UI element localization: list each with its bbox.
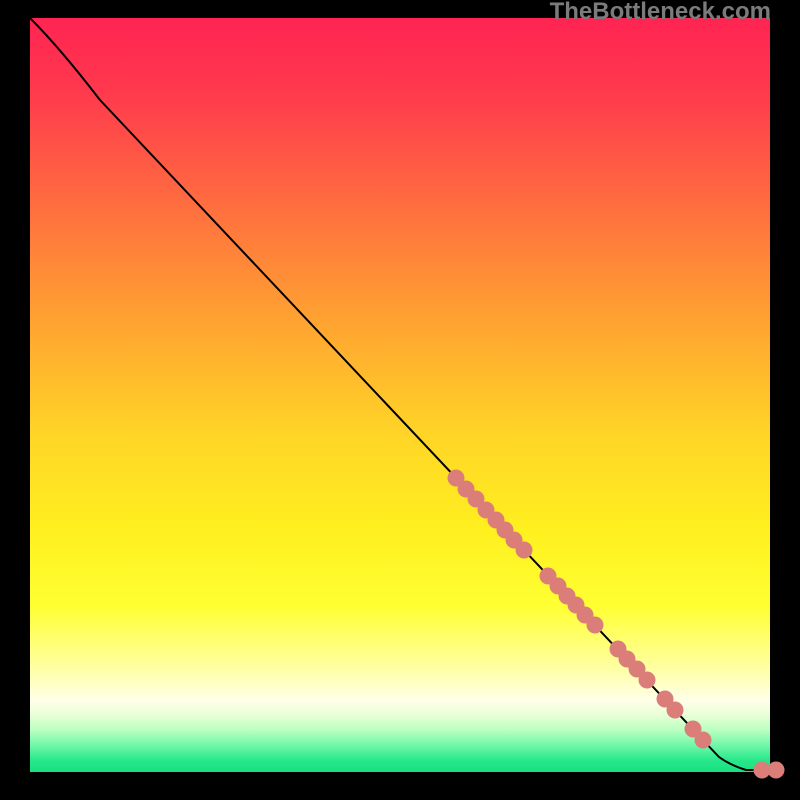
- data-point: [768, 762, 785, 779]
- data-point: [516, 542, 533, 559]
- data-point: [667, 702, 684, 719]
- data-point: [695, 732, 712, 749]
- chart-overlay: [0, 0, 800, 800]
- bottleneck-curve: [30, 18, 770, 770]
- data-point: [639, 672, 656, 689]
- data-point: [587, 617, 604, 634]
